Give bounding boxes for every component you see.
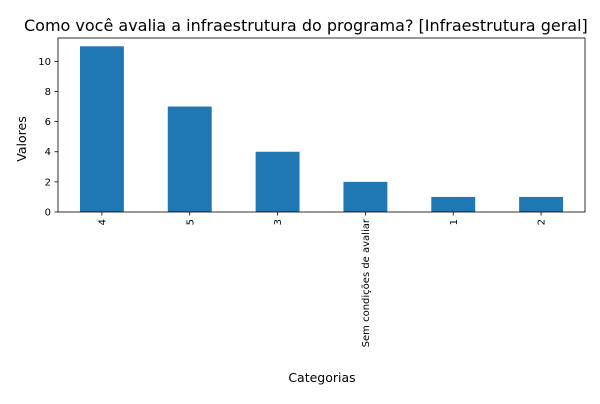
plot-frame <box>57 37 586 213</box>
bar-1 <box>167 106 212 212</box>
x-tick-label-2: 3 <box>273 219 284 225</box>
bars-group <box>79 46 564 212</box>
x-tick-label-5: 2 <box>537 219 548 225</box>
y-tick-label-6: 6 <box>45 117 51 128</box>
y-tick-label-10: 10 <box>38 57 51 68</box>
x-tick-label-3: Sem condições de avaliar <box>361 218 372 347</box>
x-axis-label: Categorias <box>288 370 355 385</box>
y-tick-label-8: 8 <box>45 87 51 98</box>
axes-group: 0 2 4 6 8 10 4 5 3 Sem condições de avaliar 1 2 <box>38 37 586 347</box>
bar-0 <box>79 46 124 212</box>
bar-3 <box>343 181 388 212</box>
y-axis-label: Valores <box>14 116 29 161</box>
y-tick-label-4: 4 <box>45 147 51 158</box>
bar-2 <box>255 151 300 212</box>
chart-title: Como você avalia a infraestrutura do pro… <box>24 16 588 35</box>
y-tick-label-0: 0 <box>45 208 51 219</box>
x-tick-label-1: 5 <box>185 219 196 225</box>
x-tick-label-4: 1 <box>449 219 460 225</box>
y-tick-label-2: 2 <box>45 177 51 188</box>
bar-5 <box>519 196 564 212</box>
bar-4 <box>431 196 476 212</box>
x-tick-label-0: 4 <box>97 219 108 225</box>
